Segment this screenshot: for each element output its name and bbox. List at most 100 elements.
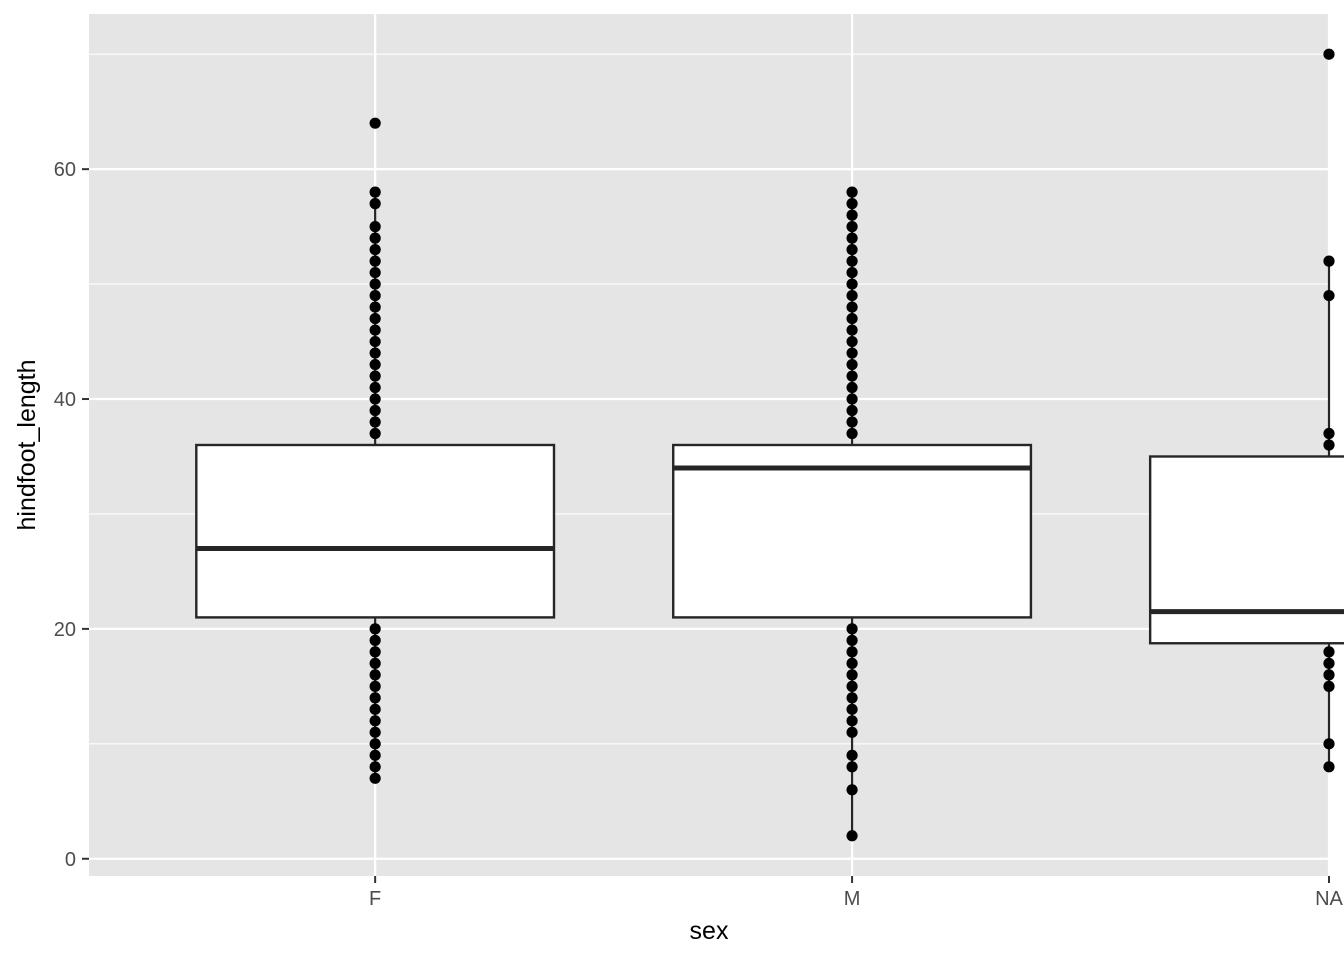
- y-tick-label: 40: [54, 389, 76, 411]
- x-tick-label: M: [844, 888, 861, 910]
- data-point: [369, 669, 381, 681]
- data-point: [846, 381, 858, 394]
- data-point: [369, 427, 381, 440]
- data-point: [846, 358, 858, 371]
- data-point: [1323, 680, 1335, 692]
- box-iqr: [672, 443, 1033, 619]
- data-point: [369, 312, 381, 325]
- data-point: [1323, 646, 1335, 658]
- data-point: [369, 244, 381, 256]
- x-tick-label: F: [369, 888, 381, 910]
- data-point: [369, 692, 381, 704]
- data-point: [369, 703, 381, 715]
- data-point: [1323, 439, 1335, 451]
- data-point: [846, 232, 858, 244]
- data-point: [1323, 289, 1335, 302]
- data-point: [846, 186, 858, 198]
- data-point: [1323, 761, 1335, 773]
- data-point: [369, 726, 381, 738]
- data-point: [1323, 738, 1335, 750]
- data-point: [369, 335, 381, 348]
- data-point: [846, 761, 858, 773]
- data-point: [369, 370, 381, 382]
- axes: 0 20 40 60 F M NA: [54, 159, 1344, 910]
- data-point: [846, 623, 858, 635]
- data-point: [846, 404, 858, 417]
- data-point: [846, 393, 858, 405]
- data-point: [1323, 48, 1335, 60]
- data-point: [846, 669, 858, 681]
- data-point: [369, 646, 381, 658]
- data-point: [846, 692, 858, 704]
- data-point: [369, 117, 381, 129]
- x-axis-title: sex: [690, 917, 729, 945]
- y-axis-title: hindfoot_length: [13, 360, 41, 531]
- data-point: [369, 749, 381, 761]
- data-point: [846, 244, 858, 256]
- data-point: [369, 324, 381, 336]
- y-tick-label: 0: [65, 849, 76, 871]
- data-point: [846, 267, 858, 279]
- data-point: [846, 255, 858, 267]
- data-point: [369, 198, 381, 210]
- data-point: [1323, 669, 1335, 681]
- data-point: [369, 623, 381, 635]
- data-point: [846, 657, 858, 669]
- data-point: [846, 221, 858, 233]
- data-point: [369, 358, 381, 371]
- box-NA: [1148, 261, 1344, 767]
- box-iqr: [1148, 455, 1344, 645]
- data-point: [1323, 255, 1335, 267]
- data-point: [369, 289, 381, 302]
- data-point: [369, 761, 381, 773]
- data-point: [369, 221, 381, 233]
- data-point: [846, 726, 858, 738]
- data-point: [369, 186, 381, 198]
- data-point: [846, 289, 858, 302]
- data-point: [846, 416, 858, 428]
- data-point: [369, 255, 381, 267]
- data-point: [369, 347, 381, 359]
- data-point: [846, 784, 858, 796]
- data-point: [369, 634, 381, 646]
- data-point: [846, 634, 858, 646]
- data-point: [846, 347, 858, 359]
- data-point: [1323, 427, 1335, 440]
- x-tick-label: NA: [1315, 888, 1343, 910]
- boxes: [195, 192, 1344, 836]
- data-point: [846, 830, 858, 842]
- data-point: [369, 267, 381, 279]
- data-point: [846, 703, 858, 715]
- data-point: [846, 301, 858, 313]
- data-point: [846, 209, 858, 221]
- data-point: [369, 393, 381, 405]
- data-points: [369, 48, 1335, 842]
- data-point: [846, 198, 858, 210]
- data-point: [846, 278, 858, 290]
- data-point: [846, 646, 858, 658]
- box-F: [195, 192, 556, 779]
- data-point: [369, 680, 381, 692]
- data-point: [369, 232, 381, 244]
- data-point: [846, 427, 858, 440]
- data-point: [369, 738, 381, 750]
- data-point: [846, 324, 858, 336]
- data-point: [369, 278, 381, 290]
- data-point: [369, 381, 381, 394]
- data-point: [369, 715, 381, 727]
- data-point: [369, 301, 381, 313]
- data-point: [846, 370, 858, 382]
- box-iqr: [195, 443, 556, 619]
- data-point: [369, 772, 381, 784]
- data-point: [369, 416, 381, 428]
- y-tick-label: 20: [54, 619, 76, 641]
- data-point: [846, 335, 858, 348]
- box-M: [672, 192, 1033, 836]
- data-point: [846, 749, 858, 761]
- data-point: [846, 680, 858, 692]
- data-point: [846, 312, 858, 325]
- y-tick-label: 60: [54, 159, 76, 181]
- data-point: [846, 715, 858, 727]
